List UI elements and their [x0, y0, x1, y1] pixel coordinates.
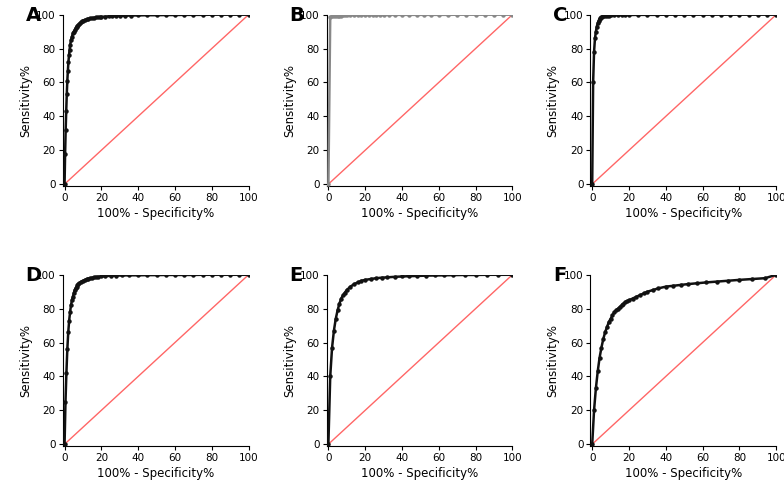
Text: D: D [26, 266, 42, 285]
Text: F: F [554, 266, 567, 285]
X-axis label: 100% - Specificity%: 100% - Specificity% [97, 207, 214, 220]
Y-axis label: Sensitivity%: Sensitivity% [19, 324, 32, 397]
Text: C: C [554, 6, 568, 25]
X-axis label: 100% - Specificity%: 100% - Specificity% [625, 467, 742, 480]
Text: B: B [289, 6, 304, 25]
X-axis label: 100% - Specificity%: 100% - Specificity% [625, 207, 742, 220]
Y-axis label: Sensitivity%: Sensitivity% [19, 64, 32, 137]
Y-axis label: Sensitivity%: Sensitivity% [546, 64, 560, 137]
X-axis label: 100% - Specificity%: 100% - Specificity% [361, 207, 478, 220]
Y-axis label: Sensitivity%: Sensitivity% [283, 324, 296, 397]
Y-axis label: Sensitivity%: Sensitivity% [546, 324, 560, 397]
X-axis label: 100% - Specificity%: 100% - Specificity% [97, 467, 214, 480]
Text: E: E [289, 266, 303, 285]
X-axis label: 100% - Specificity%: 100% - Specificity% [361, 467, 478, 480]
Text: A: A [26, 6, 41, 25]
Y-axis label: Sensitivity%: Sensitivity% [283, 64, 296, 137]
